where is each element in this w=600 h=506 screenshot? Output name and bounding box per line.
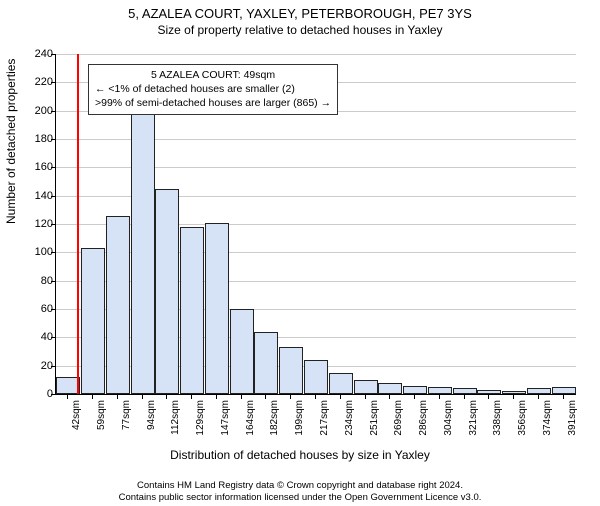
histogram-bar xyxy=(279,347,303,394)
footer-line2: Contains public sector information licen… xyxy=(0,492,600,503)
x-tick-label: 234sqm xyxy=(344,400,355,436)
x-tick-label: 269sqm xyxy=(393,400,404,436)
chart-subtitle: Size of property relative to detached ho… xyxy=(0,23,600,37)
chart-container: 5, AZALEA COURT, YAXLEY, PETERBOROUGH, P… xyxy=(0,6,600,506)
histogram-bar xyxy=(304,360,328,394)
histogram-bar xyxy=(81,248,105,394)
footer-line1: Contains HM Land Registry data © Crown c… xyxy=(0,480,600,491)
x-tick-label: 251sqm xyxy=(369,400,380,436)
histogram-bar xyxy=(354,380,378,394)
x-tick-label: 199sqm xyxy=(294,400,305,436)
histogram-bar xyxy=(527,388,551,394)
histogram-bar xyxy=(131,114,155,395)
y-tick-label: 220 xyxy=(13,76,53,88)
x-tick-label: 42sqm xyxy=(71,400,82,430)
x-tick-label: 286sqm xyxy=(418,400,429,436)
x-tick-label: 129sqm xyxy=(195,400,206,436)
y-axis: 020406080100120140160180200220240 xyxy=(0,54,55,394)
x-tick-label: 356sqm xyxy=(517,400,528,436)
y-tick-label: 80 xyxy=(13,275,53,287)
x-tick-label: 94sqm xyxy=(146,400,157,430)
annotation-line2: ← <1% of detached houses are smaller (2) xyxy=(95,82,331,96)
x-tick-label: 374sqm xyxy=(542,400,553,436)
x-tick-label: 304sqm xyxy=(443,400,454,436)
annotation-line1: 5 AZALEA COURT: 49sqm xyxy=(95,68,331,82)
x-tick-label: 338sqm xyxy=(492,400,503,436)
x-axis-label: Distribution of detached houses by size … xyxy=(0,448,600,462)
x-tick-label: 164sqm xyxy=(245,400,256,436)
y-tick-label: 40 xyxy=(13,331,53,343)
x-tick-label: 321sqm xyxy=(468,400,479,436)
histogram-bar xyxy=(378,383,402,394)
histogram-bar xyxy=(502,391,526,394)
x-tick-label: 59sqm xyxy=(96,400,107,430)
histogram-bar xyxy=(428,387,452,394)
x-tick-label: 112sqm xyxy=(170,400,181,435)
y-tick-label: 140 xyxy=(13,190,53,202)
y-tick-label: 120 xyxy=(13,218,53,230)
histogram-bar xyxy=(329,373,353,394)
y-tick-label: 20 xyxy=(13,360,53,372)
x-tick-label: 182sqm xyxy=(269,400,280,436)
histogram-bar xyxy=(477,390,501,394)
histogram-bar xyxy=(230,309,254,394)
y-tick-label: 180 xyxy=(13,133,53,145)
chart-title: 5, AZALEA COURT, YAXLEY, PETERBOROUGH, P… xyxy=(0,6,600,21)
histogram-bar xyxy=(453,388,477,394)
y-tick-label: 100 xyxy=(13,246,53,258)
histogram-bar xyxy=(180,227,204,394)
y-tick-label: 240 xyxy=(13,48,53,60)
histogram-bar xyxy=(106,216,130,395)
reference-line xyxy=(77,54,79,394)
x-tick-label: 77sqm xyxy=(121,400,132,430)
x-tick-label: 391sqm xyxy=(567,400,578,436)
y-tick-label: 60 xyxy=(13,303,53,315)
y-tick-label: 200 xyxy=(13,105,53,117)
histogram-bar xyxy=(254,332,278,394)
histogram-bar xyxy=(205,223,229,394)
y-tick-label: 0 xyxy=(13,388,53,400)
histogram-bar xyxy=(403,386,427,395)
annotation-box: 5 AZALEA COURT: 49sqm ← <1% of detached … xyxy=(88,64,338,115)
x-tick-label: 147sqm xyxy=(220,400,231,436)
x-tick-label: 217sqm xyxy=(319,400,330,436)
y-tick-label: 160 xyxy=(13,161,53,173)
histogram-bar xyxy=(155,189,179,394)
histogram-bar xyxy=(552,387,576,394)
annotation-line3: >99% of semi-detached houses are larger … xyxy=(95,96,331,110)
